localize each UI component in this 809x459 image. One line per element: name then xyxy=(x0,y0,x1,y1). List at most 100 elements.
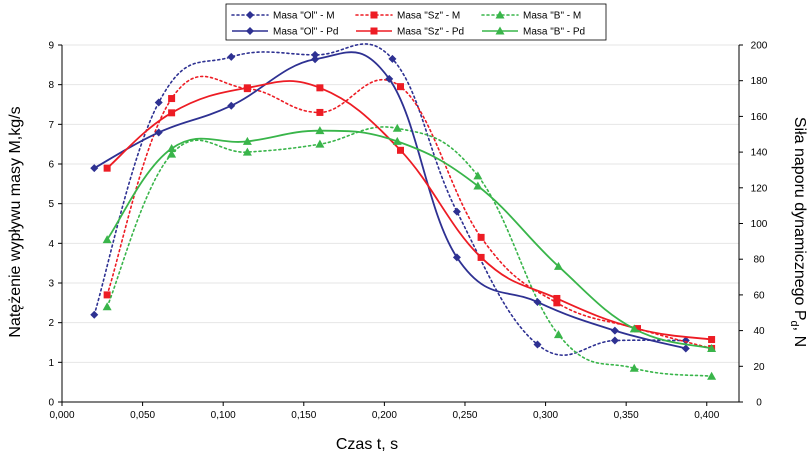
y-right-tick-label: 180 xyxy=(751,76,768,87)
series-line xyxy=(106,75,713,350)
legend-item: Masa "Ol" - Pd xyxy=(232,27,338,38)
series-line xyxy=(93,51,687,350)
data-point xyxy=(452,253,461,262)
data-point xyxy=(154,128,163,137)
legend: Masa "Ol" - M Masa "Sz" - M Masa "B" - M Ma… xyxy=(225,3,607,41)
data-point xyxy=(167,149,177,158)
legend-marker xyxy=(246,11,254,19)
data-point xyxy=(553,294,561,302)
data-point xyxy=(553,299,561,307)
y-left-tick-label: 7 xyxy=(48,120,54,131)
series-line xyxy=(93,43,687,356)
data-point xyxy=(311,50,320,59)
series-masa-ol-m xyxy=(90,43,690,356)
y-right-tick-label: 20 xyxy=(753,362,765,373)
data-point xyxy=(102,235,112,244)
y-left-tick-label: 1 xyxy=(48,358,54,369)
y-right-tick-label: 0 xyxy=(756,398,762,409)
series-line xyxy=(106,129,712,350)
legend-item: Masa "Ol" - M xyxy=(231,11,335,22)
legend-marker xyxy=(246,27,254,35)
y-right-tick-label: 40 xyxy=(753,326,765,337)
y-right-axis-title-unit: , N xyxy=(791,327,808,347)
y-right-tick-label: 100 xyxy=(751,219,768,230)
x-axis-title: Czas t, s xyxy=(336,436,398,453)
x-tick-label: 0,200 xyxy=(372,410,397,421)
data-point xyxy=(629,363,639,372)
y-right-tick-label: 160 xyxy=(751,112,768,123)
data-point xyxy=(242,136,252,145)
data-point xyxy=(167,144,177,153)
legend-box xyxy=(225,3,607,41)
data-point xyxy=(227,101,236,110)
legend-label: Masa "Sz" - M xyxy=(397,11,460,22)
legend-label: Masa "Ol" - M xyxy=(273,11,335,22)
legend-label: Masa "Ol" - Pd xyxy=(273,27,338,38)
data-point xyxy=(533,340,542,349)
data-point xyxy=(154,98,163,107)
x-tick-label: 0,400 xyxy=(694,410,719,421)
data-point xyxy=(243,84,251,92)
series-masa-b-m xyxy=(102,123,717,380)
gridlines xyxy=(62,44,739,363)
x-tick-label: 0,150 xyxy=(291,410,316,421)
data-point xyxy=(385,74,394,83)
legend-item: Masa "Sz" - M xyxy=(355,11,460,22)
data-point xyxy=(397,83,404,91)
y-left-tick-label: 4 xyxy=(48,239,54,250)
data-point xyxy=(610,326,619,335)
data-point xyxy=(708,336,716,344)
y-right-axis-title-main: Siła naporu dynamicznego P xyxy=(791,117,808,321)
series-masa-b-pd xyxy=(102,126,717,352)
y-left-tick-label: 3 xyxy=(48,279,54,290)
data-point xyxy=(392,136,402,145)
data-point xyxy=(707,343,717,352)
data-point xyxy=(452,207,461,216)
data-point xyxy=(707,371,717,380)
data-point xyxy=(103,164,111,172)
data-point xyxy=(311,55,320,64)
y-left-tick-label: 0 xyxy=(48,398,54,409)
legend-item: Masa "B" - M xyxy=(481,10,581,22)
data-point xyxy=(681,344,690,353)
legend-label: Masa "B" - Pd xyxy=(523,27,585,38)
data-point xyxy=(90,310,99,319)
y-right-tick-label: 60 xyxy=(753,290,765,301)
data-point xyxy=(477,233,485,241)
y-left-axis-title: Natężenie wypływu masy M,kg/s xyxy=(7,106,24,337)
x-tick-label: 0,350 xyxy=(614,410,639,421)
y-right-axis-title-subscript: d xyxy=(788,321,800,327)
data-point xyxy=(473,171,483,180)
data-point xyxy=(553,261,563,270)
series-masa-sz-pd xyxy=(103,80,716,344)
y-right-tick-label: 80 xyxy=(753,255,765,266)
data-point xyxy=(315,139,325,148)
y-left-tick-label: 6 xyxy=(48,160,54,171)
legend-label: Masa "Sz" - Pd xyxy=(397,27,464,38)
series-masa-ol-pd xyxy=(90,51,690,353)
data-point xyxy=(473,181,483,190)
x-tick-label: 0,300 xyxy=(533,410,558,421)
data-point xyxy=(316,84,324,92)
series-masa-sz-m xyxy=(103,75,716,352)
y-left-tick-label: 5 xyxy=(48,199,54,210)
legend-marker xyxy=(370,27,378,35)
legend-marker xyxy=(370,11,378,19)
data-point xyxy=(533,298,542,307)
data-point xyxy=(102,302,112,311)
data-point xyxy=(168,109,176,117)
data-point xyxy=(633,325,641,333)
legend-marker xyxy=(495,10,505,19)
legend-label: Masa "B" - M xyxy=(523,11,581,22)
legend-marker xyxy=(495,26,505,35)
data-point xyxy=(397,146,404,154)
x-tick-label: 0,050 xyxy=(130,410,155,421)
data-point xyxy=(90,164,99,173)
data-point xyxy=(242,147,252,156)
y-right-tick-label: 140 xyxy=(751,148,768,159)
data-point xyxy=(477,253,485,261)
data-point xyxy=(388,54,397,63)
y-right-axis-title: Siła naporu dynamicznego Pd, N xyxy=(788,117,808,347)
legend-item: Masa "Sz" - Pd xyxy=(356,27,464,38)
